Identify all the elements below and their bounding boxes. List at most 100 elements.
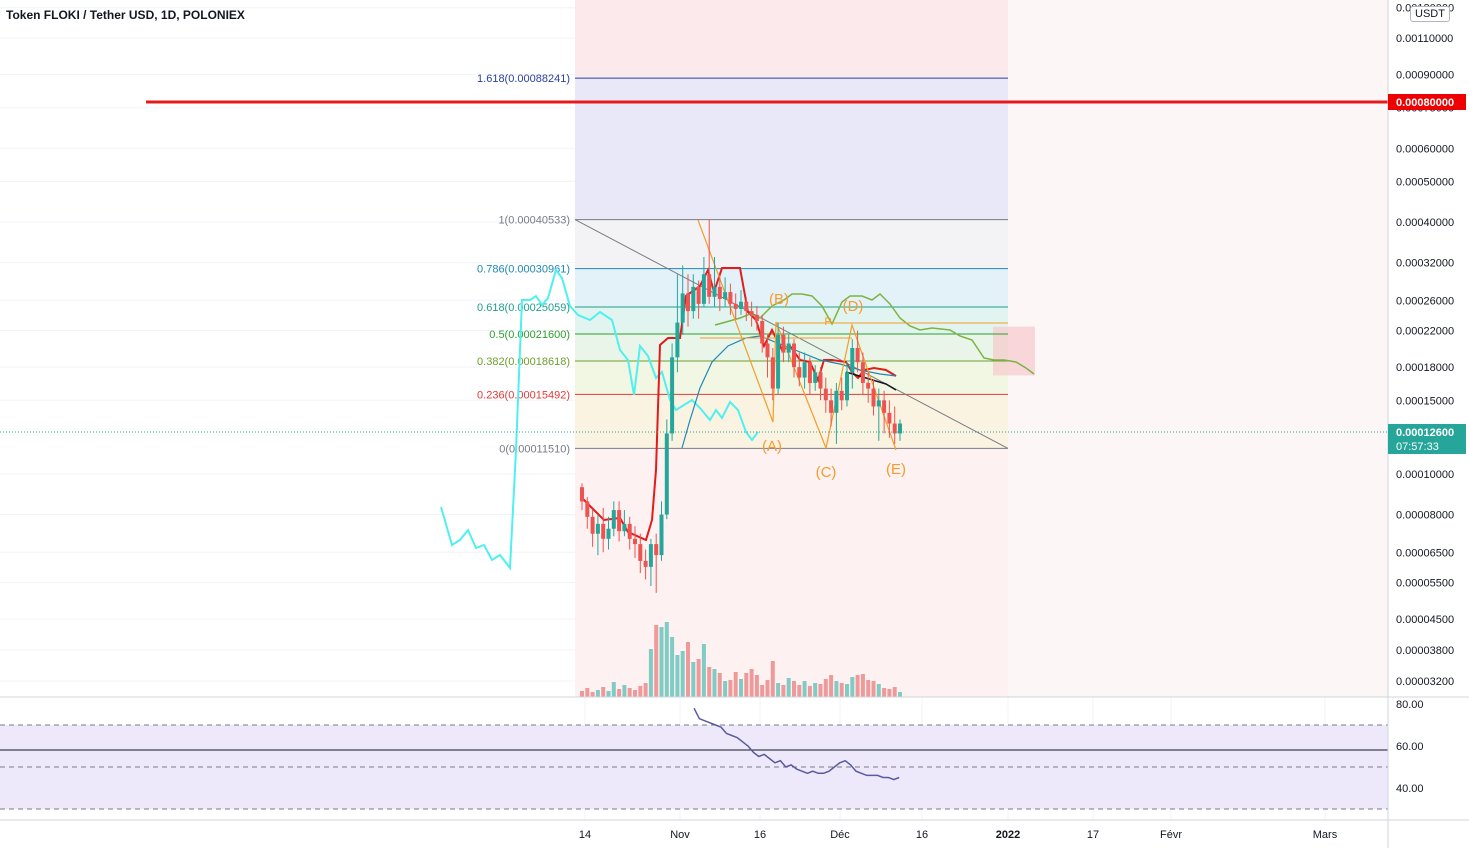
- fib-zone: [575, 394, 1008, 449]
- price-tick-label: 0.00026000: [1396, 295, 1454, 307]
- price-tick-label: 0.00015000: [1396, 395, 1454, 407]
- fib-level-label: 1.618(0.00088241): [477, 73, 570, 85]
- candle-body: [760, 321, 765, 344]
- candle-body: [866, 382, 871, 389]
- candle-body: [786, 343, 791, 353]
- volume-bar: [648, 649, 653, 697]
- wave-label: (E): [886, 461, 906, 478]
- volume-bar: [643, 683, 648, 697]
- volume-bar: [622, 685, 627, 697]
- volume-bar: [797, 685, 802, 697]
- candle-body: [855, 348, 860, 363]
- fib-trend-line[interactable]: [574, 219, 1009, 449]
- volume-bar: [887, 689, 892, 697]
- volume-bar: [585, 688, 590, 697]
- candle-body: [696, 286, 701, 304]
- fib-level-label: 0.236(0.00015492): [477, 389, 570, 401]
- volume-bar: [781, 685, 786, 697]
- volume-bar: [744, 673, 749, 697]
- volume-bar: [712, 669, 717, 697]
- fib-zone: [575, 361, 1008, 395]
- candle-body: [797, 367, 802, 378]
- candle-body: [733, 303, 738, 309]
- time-tick-label: 16: [916, 829, 928, 841]
- price-tick-label: 0.00018000: [1396, 362, 1454, 374]
- alert-price-label: 0.00080000: [1396, 97, 1454, 109]
- candle-body: [776, 334, 781, 389]
- volume-bar: [691, 662, 696, 697]
- candle-body: [680, 293, 685, 323]
- price-tick-label: 0.00006500: [1396, 547, 1454, 559]
- volume-bar: [749, 669, 754, 697]
- candle-body: [834, 390, 839, 413]
- time-tick-label: 2022: [996, 829, 1020, 841]
- elliott-triangle-pattern[interactable]: (A) (B) (C) (D) (E) P: [697, 219, 1008, 481]
- candle-body: [707, 274, 712, 297]
- wave-label: (D): [843, 298, 864, 315]
- volume-bar: [595, 690, 600, 697]
- volume-bar: [855, 675, 860, 697]
- fib-zone: [575, 307, 1008, 335]
- volume-bar: [659, 627, 664, 697]
- candle-body: [813, 372, 818, 383]
- candle-body: [590, 516, 595, 534]
- candlesticks: [0, 219, 1388, 593]
- currency-button[interactable]: USDT: [1410, 6, 1450, 22]
- fib-level-label: 0.382(0.00018618): [477, 356, 570, 368]
- volume-bar: [834, 681, 839, 697]
- volume-bar: [776, 683, 781, 697]
- candle-body: [585, 501, 590, 517]
- candle-body: [887, 412, 892, 424]
- volume-bar: [617, 689, 622, 697]
- wave-label: (C): [816, 464, 837, 481]
- time-tick-label: Déc: [830, 829, 850, 841]
- candle-body: [675, 322, 680, 358]
- time-axis[interactable]: 14 Nov 16 Déc 16 2022 17 Févr Mars: [0, 819, 1469, 841]
- volume-bar: [866, 680, 871, 697]
- fib-retracement-zones: [575, 0, 1388, 697]
- candle-body: [654, 544, 659, 556]
- price-tick-label: 0.00004500: [1396, 614, 1454, 626]
- volume-bar: [876, 684, 881, 697]
- trend-segment: [845, 371, 897, 391]
- candle-body: [898, 423, 902, 434]
- pivot-label: P: [824, 316, 831, 328]
- alert-price-tag[interactable]: [1388, 94, 1466, 110]
- volume-bar: [792, 681, 796, 697]
- candle-body: [823, 388, 828, 401]
- volume-bar: [850, 677, 855, 697]
- fib-zone: [575, 219, 1008, 269]
- volume-bar: [717, 673, 722, 697]
- volume-bar: [871, 681, 876, 697]
- price-tick-label: 0.00005500: [1396, 578, 1454, 590]
- price-tick-label: 0.00040000: [1396, 217, 1454, 229]
- volume-bar: [892, 687, 897, 697]
- candle-body: [749, 311, 754, 315]
- volume-bar: [701, 644, 706, 697]
- pattern-path[interactable]: [697, 219, 897, 451]
- green-cloud-line: [714, 293, 1035, 375]
- candle-body: [781, 334, 786, 353]
- target-box: [993, 326, 1035, 376]
- volume-bar: [754, 675, 759, 697]
- time-tick-label: 17: [1087, 829, 1099, 841]
- fib-level-label: 0.5(0.00021600): [489, 329, 570, 341]
- volume-bar: [829, 675, 834, 697]
- candle-body: [871, 388, 876, 407]
- volume-bar: [860, 674, 865, 697]
- candle-body: [601, 523, 606, 539]
- volume-bar: [675, 655, 680, 697]
- volume-bar: [845, 684, 849, 697]
- candle-body: [739, 301, 743, 309]
- rsi-tick-label: 40.00: [1396, 783, 1424, 795]
- volume-bar: [580, 691, 584, 697]
- price-tick-label: 0.00110000: [1396, 33, 1453, 45]
- candle-body: [807, 362, 812, 383]
- projection-zone: [1008, 0, 1388, 697]
- price-axis[interactable]: 0.001300000.001100000.000900000.00075000…: [1387, 0, 1466, 848]
- last-price-tag[interactable]: [1388, 423, 1466, 454]
- last-price-label: 0.00012600: [1396, 427, 1454, 439]
- candle-body: [659, 514, 664, 556]
- candle-body: [860, 362, 865, 383]
